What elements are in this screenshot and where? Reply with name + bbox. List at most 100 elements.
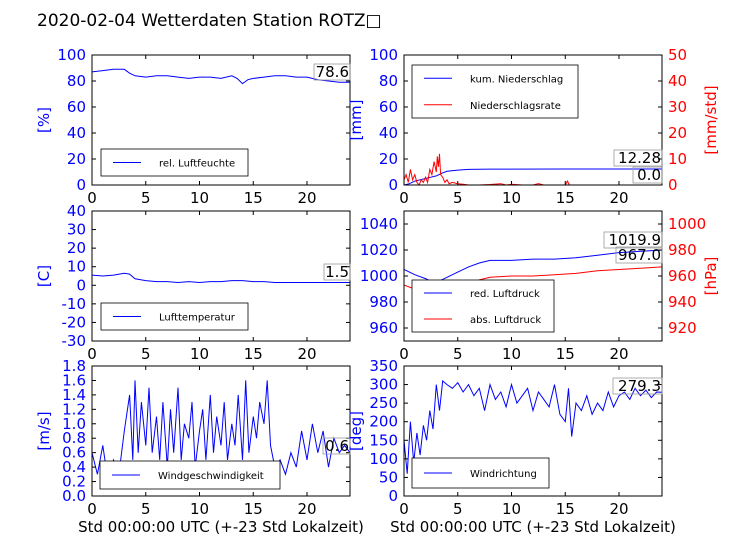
precipitation-x-tick-label-2: 10 (502, 189, 521, 207)
precipitation-y2-tick-label-3: 30 (668, 98, 687, 116)
page-title: 2020-02-04 Wetterdaten Station ROTZ□ (37, 11, 382, 31)
precipitation-y2-tick-label-2: 20 (668, 124, 687, 142)
temperature-legend-label-0: Lufttemperatur (159, 313, 236, 324)
wind-speed-x-tick-label-3: 15 (244, 500, 263, 518)
humidity-x-tick-label-0: 0 (87, 189, 97, 207)
precipitation-series-line-1 (404, 153, 662, 185)
temperature-x-tick-label-0: 0 (87, 345, 97, 363)
humidity-y-tick-label-2: 40 (67, 124, 86, 142)
wind-direction-value-annotation-0: 279.3 (618, 377, 661, 395)
pressure-x-tick-label-2: 10 (502, 345, 521, 363)
precipitation-legend: kum. Niederschlag Niederschlagsrate (411, 64, 579, 119)
precipitation-y-axis-label: [mm] (347, 100, 365, 141)
wind-speed-y-tick-label-8: 1.6 (62, 371, 86, 389)
pressure-legend: red. Luftdruck abs. Luftdruck (411, 279, 555, 333)
humidity-y-tick-label-5: 100 (57, 46, 86, 64)
wind-speed-legend-label-0: Windgeschwindigkeit (158, 471, 264, 482)
precipitation-axes-frame (403, 54, 663, 186)
humidity-y-tick-label-0: 0 (76, 176, 86, 194)
precipitation-y2-tick-label-1: 10 (668, 150, 687, 168)
temperature-y-tick-label-2: -10 (62, 295, 87, 313)
wind-direction-y-tick-label-3: 150 (369, 431, 398, 449)
humidity-x-tick-label-4: 20 (297, 189, 316, 207)
wind-direction-series-line-0 (404, 379, 662, 474)
temperature-y-axis-label: [C] (35, 265, 53, 287)
temperature-y-tick-label-5: 20 (67, 239, 86, 257)
wind-direction-y-tick-label-2: 100 (369, 450, 398, 468)
wind-speed-panel: 0 5 10 15 200.00.20.40.60.81.01.21.41.61.8[m… (35, 357, 364, 536)
wind-speed-y-tick-label-9: 1.8 (62, 357, 86, 375)
wind-direction-y-tick-label-5: 250 (369, 394, 398, 412)
wind-direction-x-tick-label-4: 20 (609, 500, 628, 518)
precipitation-legend-label-1: Niederschlagsrate (470, 101, 561, 112)
wind-direction-legend-label-0: Windrichtung (470, 469, 537, 480)
pressure-x-tick-label-3: 15 (556, 345, 575, 363)
wind-direction-x-axis-label: Std 00:00:00 UTC (+-23 Std Lokalzeit) (390, 518, 676, 536)
precipitation-y-tick-label-2: 40 (379, 124, 398, 142)
precipitation-y-tick-label-3: 60 (379, 98, 398, 116)
precipitation-x-tick-label-4: 20 (609, 189, 628, 207)
wind-speed-y-tick-label-0: 0.0 (62, 487, 86, 505)
pressure-y2-tick-label-1: 940 (668, 293, 697, 311)
pressure-y2-axis-label: [hPa] (702, 257, 720, 296)
humidity-y-axis-label: [%] (35, 107, 53, 133)
wind-speed-y-tick-label-5: 1.0 (62, 415, 86, 433)
temperature-legend: Lufttemperatur (100, 302, 249, 331)
humidity-y-tick-label-3: 60 (67, 98, 86, 116)
precipitation-x-tick-label-3: 15 (556, 189, 575, 207)
temperature-y-tick-label-6: 30 (67, 221, 86, 239)
precipitation-y-tick-label-5: 100 (369, 46, 398, 64)
pressure-x-tick-label-0: 0 (399, 345, 409, 363)
pressure-y-tick-label-4: 1040 (360, 215, 398, 233)
wind-speed-y-tick-label-3: 0.6 (62, 444, 86, 462)
temperature-series-line-0 (92, 272, 350, 284)
wind-speed-y-axis-label: [m/s] (35, 411, 53, 450)
pressure-legend-label-0: red. Luftdruck (470, 289, 540, 300)
wind-direction-y-tick-label-7: 350 (369, 357, 398, 375)
wind-direction-x-tick-label-1: 5 (453, 500, 463, 518)
pressure-y-tick-label-1: 980 (369, 293, 398, 311)
humidity-y-tick-label-1: 20 (67, 150, 86, 168)
pressure-y-tick-label-2: 1000 (360, 267, 398, 285)
wind-speed-y-tick-label-6: 1.2 (62, 400, 86, 418)
pressure-y2-tick-label-4: 1000 (668, 215, 706, 233)
pressure-y-tick-label-3: 1020 (360, 241, 398, 259)
pressure-y2-tick-label-3: 980 (668, 241, 697, 259)
wind-speed-x-tick-label-2: 10 (190, 500, 209, 518)
humidity-x-tick-label-1: 5 (141, 189, 151, 207)
pressure-panel: 0 5 10 15 20 960 980 1000 1020 1040 920 940 960 980 10… (360, 210, 720, 363)
precipitation-panel: 0 5 10 15 20 0 20 40 60 80 100 0 10 20 30 40 50 [mm] [mm/s… (347, 46, 720, 207)
wind-speed-series-line-0 (92, 380, 350, 482)
wind-speed-legend: Windgeschwindigkeit (99, 460, 281, 490)
temperature-y-tick-label-1: -20 (62, 313, 87, 331)
wind-speed-x-tick-label-4: 20 (297, 500, 316, 518)
wind-direction-x-tick-label-3: 15 (556, 500, 575, 518)
wind-speed-x-axis-label: Std 00:00:00 UTC (+-23 Std Lokalzeit) (78, 518, 364, 536)
humidity-legend: rel. Luftfeuchte (100, 148, 249, 177)
humidity-value-annotation-0: 78.6 (316, 63, 349, 81)
precipitation-value-annotation-1: 0.0 (637, 166, 661, 184)
precipitation-y-tick-label-1: 20 (379, 150, 398, 168)
precipitation-y2-tick-label-5: 50 (668, 46, 687, 64)
precipitation-y-tick-label-0: 0 (388, 176, 398, 194)
wind-direction-y-tick-label-1: 50 (379, 468, 398, 486)
humidity-panel: 0 5 10 15 20 0 20 40 60 80 100 [%] rel. Luftfeuchte 7… (35, 46, 351, 207)
humidity-x-tick-label-2: 10 (190, 189, 209, 207)
wind-direction-legend: Windrichtung (411, 457, 550, 489)
temperature-y-tick-label-4: 10 (67, 258, 86, 276)
wind-speed-y-tick-label-4: 0.8 (62, 429, 86, 447)
humidity-axes-frame (91, 54, 351, 186)
pressure-y2-tick-label-0: 920 (668, 319, 697, 337)
pressure-y-tick-label-0: 960 (369, 319, 398, 337)
pressure-x-tick-label-4: 20 (609, 345, 628, 363)
temperature-panel: 0 5 10 15 20-30-20-10010203040[C]Lufttempera… (35, 202, 351, 363)
humidity-x-tick-label-3: 15 (244, 189, 263, 207)
pressure-value-annotation-1: 967.0 (618, 246, 661, 264)
precipitation-x-tick-label-0: 0 (399, 189, 409, 207)
temperature-x-tick-label-1: 5 (141, 345, 151, 363)
wind-speed-y-tick-label-7: 1.4 (62, 386, 86, 404)
humidity-y-tick-label-4: 80 (67, 72, 86, 90)
